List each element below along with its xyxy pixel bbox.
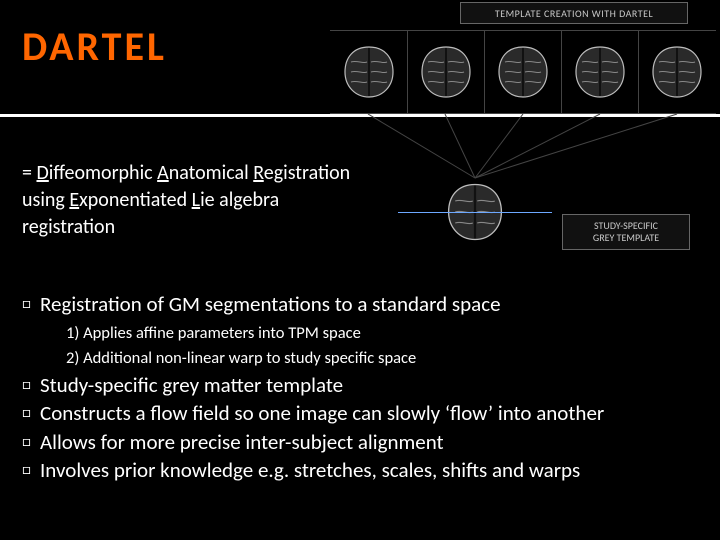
def-eq: =: [22, 161, 36, 185]
bullet-1-text: Registration of GM segmentations to a st…: [40, 290, 702, 318]
bullet-4: □ Allows for more precise inter-subject …: [22, 428, 702, 456]
bullet-2: □ Study-specific grey matter template: [22, 371, 702, 399]
brain-thumbnail: [570, 44, 630, 100]
bullet-3-text: Constructs a flow field so one image can…: [40, 399, 702, 427]
page-title: DARTEL: [22, 22, 167, 71]
def-D: D: [36, 161, 48, 185]
brain-thumbnail: [647, 44, 707, 100]
brain-thumbnail: [339, 44, 399, 100]
brain-thumbnail: [416, 44, 476, 100]
right-label-box: STUDY-SPECIFIC GREY TEMPLATE: [562, 214, 690, 250]
bullet-mark: □: [22, 428, 40, 456]
definition-text: = Diffeomorphic Anatomical Registration …: [22, 160, 362, 241]
bullet-mark: □: [22, 399, 40, 427]
def-t1: iffeomorphic: [49, 161, 157, 185]
right-label-line2: GREY TEMPLATE: [593, 232, 659, 245]
bullet-4-text: Allows for more precise inter-subject al…: [40, 428, 702, 456]
def-t2: natomical: [169, 161, 254, 185]
def-L: L: [192, 188, 200, 212]
bullet-1: □ Registration of GM segmentations to a …: [22, 290, 702, 318]
bullet-mark: □: [22, 290, 40, 318]
brain-row: [330, 30, 716, 114]
bullet-3: □ Constructs a flow field so one image c…: [22, 399, 702, 427]
brain-icon: [493, 44, 553, 100]
brain-icon: [416, 44, 476, 100]
bullet-5: □ Involves prior knowledge e.g. stretche…: [22, 456, 702, 484]
bullet-mark: □: [22, 371, 40, 399]
top-label-box: TEMPLATE CREATION WITH DARTEL: [460, 2, 688, 24]
brain-separator: [561, 30, 562, 114]
template-axis-line: [398, 212, 552, 213]
bullet-mark: □: [22, 456, 40, 484]
bullet-list: □ Registration of GM segmentations to a …: [22, 290, 702, 484]
brain-separator: [638, 30, 639, 114]
bullet-1-sub1: 1) Applies affine parameters into TPM sp…: [66, 322, 702, 344]
brain-thumbnail: [493, 44, 553, 100]
bullet-5-text: Involves prior knowledge e.g. stretches,…: [40, 456, 702, 484]
brain-icon: [339, 44, 399, 100]
bullet-1-sub2: 2) Additional non-linear warp to study s…: [66, 347, 702, 369]
brain-icon: [647, 44, 707, 100]
bullet-2-text: Study-specific grey matter template: [40, 371, 702, 399]
brain-separator: [407, 30, 408, 114]
brain-separator: [484, 30, 485, 114]
converging-lines: [330, 114, 716, 214]
def-E: E: [69, 188, 79, 212]
def-t4: xponentiated: [79, 188, 192, 212]
brain-icon: [570, 44, 630, 100]
def-R: R: [253, 161, 264, 185]
def-A: A: [157, 161, 169, 185]
top-label-text: TEMPLATE CREATION WITH DARTEL: [495, 7, 653, 20]
